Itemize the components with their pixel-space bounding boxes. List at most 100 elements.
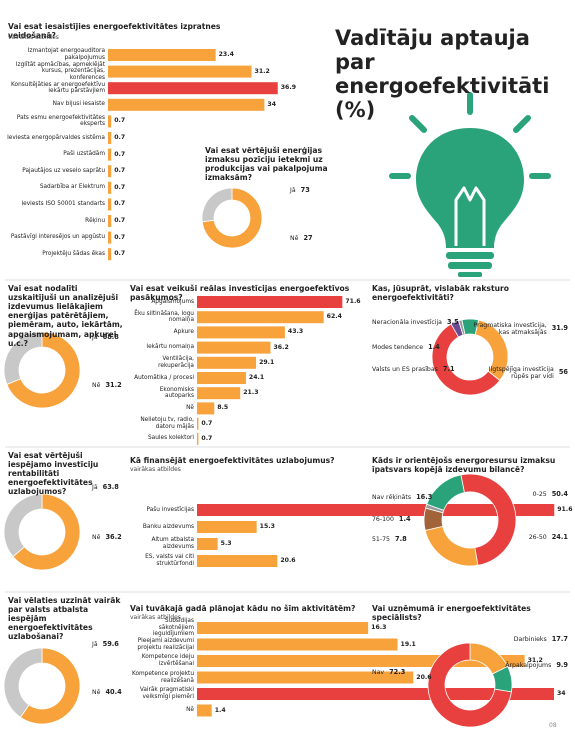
donut-segment [3, 647, 43, 718]
data-label: Jā 68.8 [92, 333, 119, 342]
category-label: 0-25 [532, 491, 547, 499]
value-label: 68.8 [102, 333, 119, 341]
data-label: Ilgtspējīga investīcija rūpēs par vidi 56 [473, 366, 568, 380]
donut-segment [201, 187, 263, 249]
value-label: 0.7 [114, 150, 126, 158]
bar [197, 555, 278, 567]
bar [108, 98, 265, 111]
chart-subtitle: vairākas atbildes [130, 466, 181, 473]
category-label: Pašu investīcijas [146, 506, 195, 513]
value-label: 7.1 [442, 365, 455, 373]
category-label: Sadarbība ar Elektrum [39, 184, 105, 191]
bar [197, 688, 554, 700]
value-label: 20.6 [280, 557, 296, 564]
category-label: 51-75 [372, 536, 390, 544]
value-label: 31.2 [105, 381, 122, 389]
value-label: 7.8 [394, 535, 407, 543]
category-label: Paši uzstādām [63, 151, 105, 158]
category-label: Nav rēķināts [372, 494, 412, 502]
bar [197, 311, 324, 324]
value-label: 91.6 [557, 506, 573, 513]
category-label: Valsts un ES prasības [372, 366, 438, 374]
lightbulb-icon [389, 92, 551, 277]
category-label: Projektēju šādas ēkas [42, 250, 105, 257]
value-label: 24.1 [248, 374, 265, 381]
category-label: Altum atbalsta aizdevums [151, 537, 194, 550]
bar [108, 115, 112, 128]
bar [108, 248, 112, 261]
data-label: 76-100 1.4 [372, 515, 411, 524]
category-label: Modes tendence [372, 344, 424, 352]
bar [108, 198, 112, 211]
data-label: Jā 63.8 [92, 483, 119, 492]
donut-segment [460, 473, 517, 566]
data-label: Nē 27 [290, 234, 313, 243]
bar [197, 538, 218, 550]
donut-segment [19, 647, 81, 725]
donut-segment [424, 525, 479, 567]
page-number: 08 [549, 722, 557, 729]
bar [197, 372, 246, 384]
category-label: Nav [372, 669, 385, 677]
data-label: Nē 36.2 [92, 533, 122, 542]
bar [108, 65, 252, 78]
data-label: Jā 73 [290, 186, 310, 195]
value-label: 16.3 [371, 624, 387, 631]
value-label: 3.5 [446, 318, 459, 326]
bar [197, 432, 199, 445]
chart-title: Vai esat vērtējuši enerģijas izmaksu poz… [205, 146, 328, 183]
value-label: 17.7 [551, 635, 568, 643]
value-label: 50.4 [551, 490, 568, 498]
category-label: Ēku siltināšana, logu nomaiņa [134, 310, 194, 324]
donut-segment [6, 331, 81, 409]
data-label: 26-50 24.1 [528, 533, 568, 542]
category-label: 26-50 [528, 534, 547, 542]
category-label: Konsultējāties ar energoefektīvu iekārtu… [11, 81, 105, 95]
value-label: 34 [267, 100, 277, 108]
value-label: 0.7 [114, 167, 126, 175]
value-label: 43.3 [287, 328, 304, 336]
category-label: Automātika / procesi [134, 374, 194, 381]
bar [197, 521, 257, 533]
category-label: Darbinieks [513, 636, 547, 644]
data-label: Modes tendence 1.4 [372, 343, 440, 352]
value-label: 36.2 [273, 343, 289, 351]
donut-segment [201, 187, 233, 223]
chart-title: Kāds ir orientējošs energoresursu izmaks… [372, 456, 556, 475]
bar [197, 671, 414, 684]
category-label: Nē [186, 707, 194, 714]
chart-title: Vai esat veikuši reālas investīcijas ene… [130, 284, 350, 303]
value-label: 0.7 [114, 134, 126, 141]
bar [197, 356, 257, 369]
value-label: 36.2 [105, 533, 122, 541]
category-label: Pats esmu energoefektivitātes eksperts [16, 114, 105, 128]
category-label: Pieejami aizdevumi projektu realizācijai [137, 637, 194, 651]
value-label: 31.2 [527, 657, 543, 664]
value-label: 1.4 [398, 515, 411, 523]
category-label: 76-100 [372, 516, 394, 524]
bar [197, 704, 212, 717]
value-label: 40.4 [105, 688, 122, 696]
category-label: Izmantojat energoauditora pakalpojumus [27, 48, 105, 61]
value-label: 36.9 [280, 84, 297, 92]
value-label: 16.3 [416, 493, 433, 501]
chart-title: Vai uzņēmumā ir energoefektivitātes spec… [372, 604, 531, 623]
category-label: Ekonomisks autoparks [159, 386, 194, 400]
value-label: 0.7 [201, 419, 213, 427]
value-label: 71.6 [345, 298, 361, 305]
category-label: Jā [92, 334, 98, 342]
donut-segment [3, 493, 43, 558]
value-label: 19.1 [400, 640, 416, 648]
bar [108, 82, 278, 95]
value-label: 15.3 [259, 523, 275, 530]
value-label: 62.4 [326, 313, 342, 321]
value-label: 24.1 [551, 533, 568, 541]
bar [108, 215, 112, 227]
chart-title: Vai vēlaties uzzināt vairāk par valsts a… [8, 596, 121, 642]
category-label: Ilgtspējīga investīcija rūpēs par vidi [488, 366, 554, 381]
category-label: Apgaismojums [151, 298, 194, 305]
value-label: 0.7 [201, 434, 213, 442]
data-label: 51-75 7.8 [372, 535, 407, 544]
chart-subtitle: vairākas atbildes [8, 34, 59, 41]
